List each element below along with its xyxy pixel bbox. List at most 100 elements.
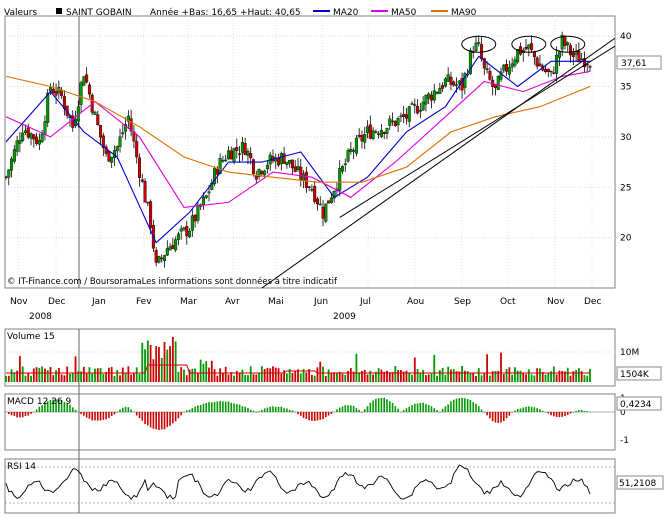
candle	[318, 203, 322, 206]
volume-bar	[558, 370, 561, 382]
macd-bar	[74, 409, 77, 412]
trendline	[339, 45, 615, 218]
volume-bar	[258, 373, 260, 382]
candle	[226, 150, 230, 160]
macd-bar	[352, 405, 355, 412]
volume-bar	[127, 366, 130, 382]
candle	[582, 58, 586, 68]
volume-bar	[541, 372, 544, 382]
macd-bar	[286, 408, 288, 412]
candle	[421, 101, 425, 111]
volume-bar	[233, 375, 235, 382]
candle	[293, 166, 297, 172]
candle	[118, 136, 122, 147]
volume-bar	[252, 374, 255, 382]
macd-bar	[336, 409, 338, 412]
candle	[485, 68, 489, 70]
volume-bar	[171, 336, 174, 382]
macd-bar	[63, 401, 66, 412]
volume-bar	[514, 367, 516, 382]
volume-bar	[96, 368, 99, 382]
month-label: Aou	[407, 297, 424, 307]
macd-bar	[113, 412, 116, 415]
macd-bar	[7, 412, 10, 415]
volume-bar	[494, 371, 497, 382]
macd-bar	[500, 412, 502, 423]
volume-bar	[408, 373, 411, 382]
macd-bar	[302, 412, 305, 418]
macd-bar	[361, 412, 363, 413]
macd-bar	[536, 408, 538, 412]
candle	[338, 168, 342, 191]
ma-line-ma20	[5, 55, 590, 244]
candle	[101, 135, 105, 148]
volume-bar	[41, 366, 44, 382]
candle	[137, 157, 141, 178]
candle	[343, 163, 347, 165]
candle	[302, 173, 306, 182]
macd-bar	[272, 406, 274, 412]
volume-bar	[163, 342, 166, 382]
volume-bar	[427, 374, 430, 382]
volume-bar	[196, 372, 199, 382]
volume-bar	[330, 372, 333, 382]
macd-bar	[502, 412, 505, 421]
candle	[79, 82, 83, 105]
candle	[524, 47, 528, 50]
volume-bar	[386, 370, 388, 382]
candle	[510, 63, 514, 68]
volume-bar	[32, 368, 35, 382]
volume-bar	[185, 375, 188, 382]
macd-bar	[375, 398, 377, 412]
macd-bar	[522, 407, 525, 412]
macd-bar	[88, 412, 91, 419]
macd-bar	[366, 406, 369, 412]
macd-bar	[27, 412, 30, 416]
volume-bar	[99, 368, 102, 382]
volume-bar	[71, 373, 74, 382]
volume-bar	[299, 373, 302, 382]
legend-ma20: MA20	[313, 8, 359, 18]
macd-bar	[313, 412, 316, 421]
volume-bar	[49, 367, 52, 382]
volume-bar	[160, 357, 163, 382]
macd-bar	[369, 402, 372, 412]
volume-bar	[230, 372, 233, 382]
volume-bar	[216, 375, 219, 382]
volume-bar	[74, 356, 77, 382]
macd-bar	[400, 411, 402, 413]
macd-bar	[280, 406, 283, 412]
macd-bar	[327, 412, 330, 416]
volume-bar	[57, 367, 60, 382]
macd-bar	[416, 403, 419, 412]
header-label: Valeurs	[4, 8, 37, 18]
candle	[21, 132, 25, 141]
volume-bar	[21, 366, 24, 382]
macd-bar	[455, 398, 458, 412]
volume-bar	[486, 354, 489, 382]
macd-bar	[38, 406, 41, 412]
volume-bar	[433, 354, 436, 382]
candle	[18, 140, 22, 144]
macd-bar	[269, 406, 271, 412]
legend-ma50: MA50	[371, 8, 417, 18]
volume-bar	[52, 375, 55, 382]
macd-bar	[199, 404, 202, 412]
candle	[10, 158, 14, 171]
macd-bar	[238, 404, 241, 412]
volume-bar	[5, 375, 7, 382]
macd-bar	[85, 412, 88, 418]
candle	[502, 64, 506, 71]
candle	[535, 57, 539, 67]
macd-bar	[341, 406, 344, 412]
macd-bar	[566, 412, 569, 415]
macd-bar	[141, 412, 144, 421]
volume-bar	[166, 349, 169, 382]
candle	[174, 239, 178, 251]
volume-bar	[452, 369, 455, 382]
volume-bar	[269, 368, 272, 382]
macd-bar	[147, 412, 149, 426]
volume-bar	[121, 367, 124, 382]
last-price-badge	[616, 55, 662, 70]
